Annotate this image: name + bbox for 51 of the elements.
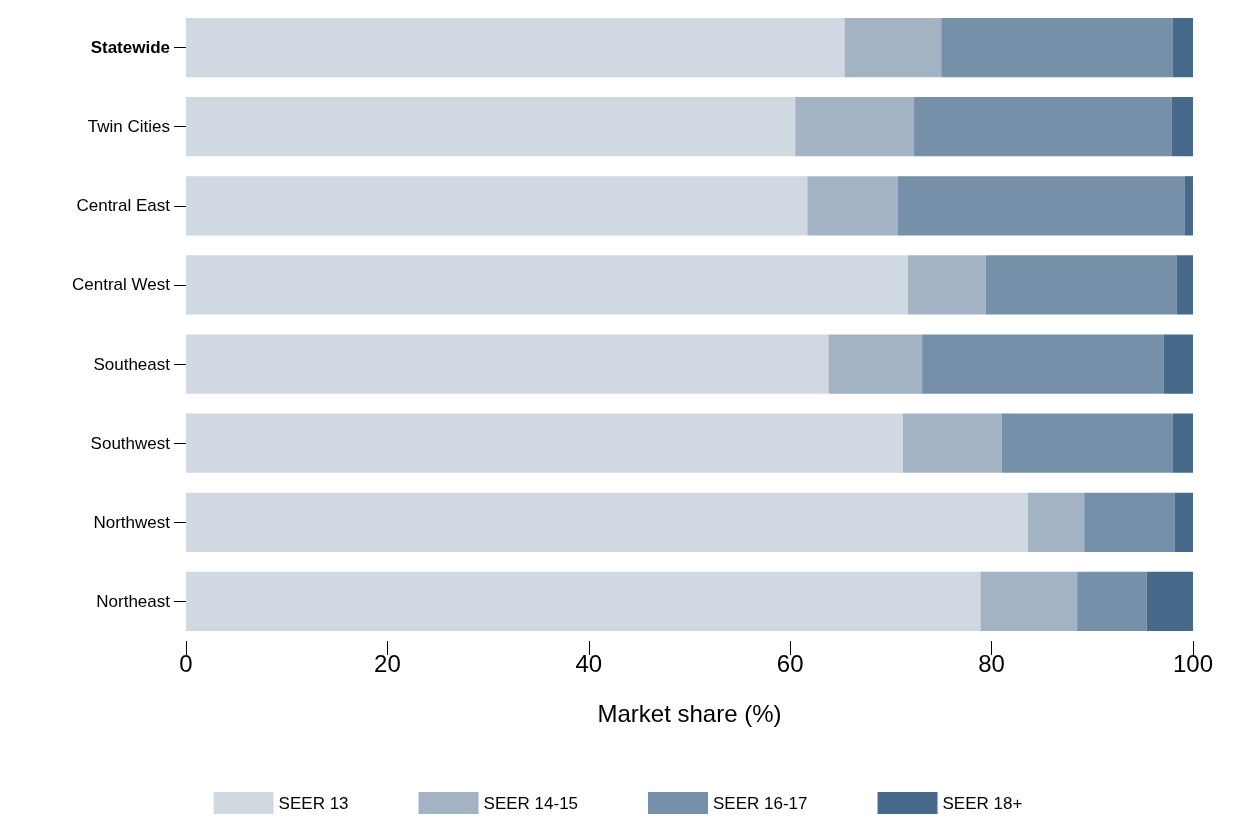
bar (186, 255, 909, 315)
legend-label: SEER 18+ (942, 793, 1023, 813)
x-tick-label: 60 (776, 649, 804, 677)
legend-label: SEER 14-15 (483, 793, 579, 813)
bar (985, 255, 1177, 315)
bar (1027, 492, 1085, 552)
x-tick-label: 80 (978, 649, 1005, 677)
y-tick-label: Northwest (93, 512, 171, 532)
y-tick-label: Southeast (93, 354, 171, 374)
bar (1171, 97, 1193, 157)
y-tick-label: Central West (72, 275, 171, 295)
bar (1172, 17, 1193, 78)
bar (941, 17, 1173, 78)
bar (186, 176, 808, 236)
bar (1146, 571, 1193, 632)
y-tick-label: Northeast (96, 591, 171, 611)
y-tick-label: Statewide (90, 38, 170, 58)
bar (902, 413, 1002, 473)
bar (186, 413, 903, 473)
x-tick-label: 100 (1172, 649, 1214, 677)
y-tick-label: Central East (76, 196, 171, 216)
x-tick-label: 20 (374, 649, 401, 677)
bar (186, 571, 981, 632)
bar (980, 571, 1078, 632)
bar (922, 334, 1164, 394)
bar (1176, 255, 1193, 315)
bar (1001, 413, 1173, 473)
bar (1174, 492, 1193, 552)
x-tick-label: 40 (575, 649, 603, 677)
legend-label: SEER 16-17 (713, 793, 808, 813)
bar (844, 17, 942, 78)
bar (1077, 571, 1147, 632)
bar (1184, 176, 1193, 236)
bar (1084, 492, 1175, 552)
bar (186, 492, 1028, 552)
bar (186, 17, 845, 78)
bar (186, 97, 796, 157)
bar (795, 97, 915, 157)
bar (186, 334, 829, 394)
bar (1172, 413, 1193, 473)
y-tick-label: Southwest (90, 433, 171, 453)
x-tick-label: 0 (179, 649, 193, 677)
legend-label: SEER 13 (278, 793, 349, 813)
x-axis-title: Market share (%) (597, 699, 782, 727)
bar (908, 255, 986, 315)
bar (914, 97, 1172, 157)
bar (897, 176, 1185, 236)
bar (828, 334, 923, 394)
bar (1163, 334, 1193, 394)
bar (807, 176, 898, 236)
y-tick-label: Twin Cities (87, 117, 170, 137)
